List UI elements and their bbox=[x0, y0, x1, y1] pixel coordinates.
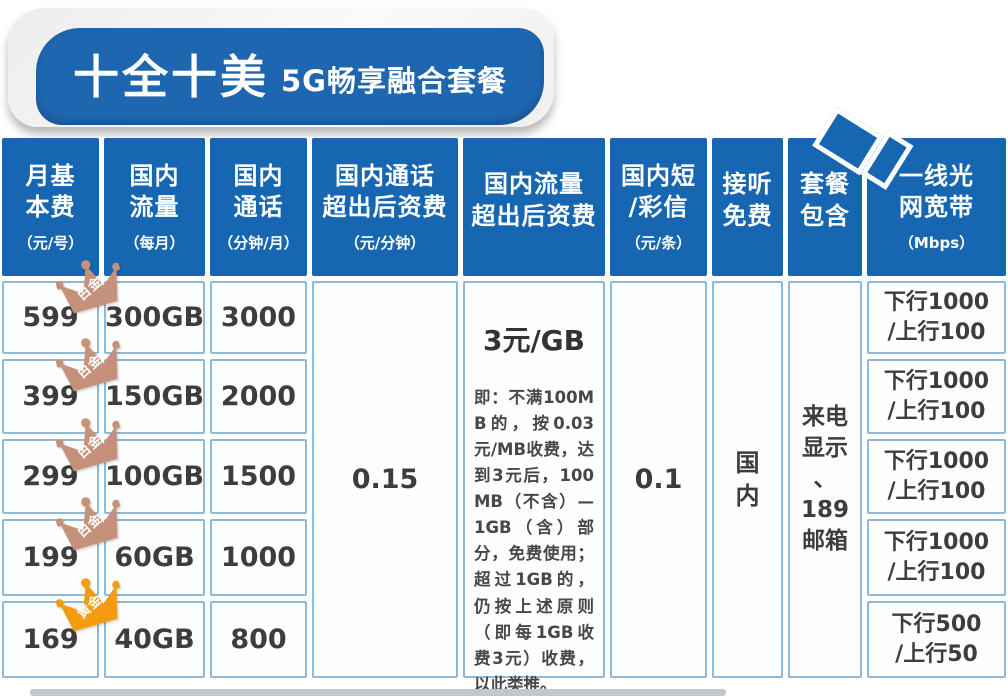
col-header-label: 国内短 /彩信 bbox=[621, 161, 696, 221]
cell-call-minutes: 800 bbox=[210, 601, 307, 678]
cell-data-allowance: 150GB bbox=[104, 359, 205, 434]
cell-call-overage-rate: 0.15 bbox=[312, 281, 458, 678]
banner-subtitle: 5G畅享融合套餐 bbox=[281, 64, 507, 98]
cell-broadband: 下行1000 /上行100 bbox=[867, 281, 1006, 354]
cell-data-allowance: 300GB bbox=[104, 281, 205, 354]
col-header-label: 国内流量 超出后资费 bbox=[471, 170, 597, 230]
col-header-label: 国内通话 超出后资费 bbox=[322, 161, 448, 221]
cell-monthly-fee: 169 bbox=[2, 601, 99, 678]
col-header-unit: （元/条） bbox=[625, 234, 692, 253]
col-header-label: 国内 流量 bbox=[129, 161, 180, 221]
bottom-divider-bar bbox=[30, 689, 726, 696]
cell-broadband: 下行1000 /上行100 bbox=[867, 359, 1006, 434]
col-header-label: 一线光 网宽带 bbox=[899, 161, 974, 221]
cell-call-minutes: 1000 bbox=[210, 519, 307, 596]
col-header-monthly-fee: 月基 本费 （元/号） bbox=[2, 138, 99, 276]
col-header-label: 套餐 包含 bbox=[800, 170, 850, 230]
cell-monthly-fee: 399 bbox=[2, 359, 99, 434]
cell-data-allowance: 40GB bbox=[104, 601, 205, 678]
cell-data-overage: 3元/GB 即：不满100MB的，按0.03元/MB收费，达到3元后，100MB… bbox=[463, 281, 605, 694]
cell-monthly-fee: 599 bbox=[2, 281, 99, 354]
banner-title: 十全十美 bbox=[73, 49, 269, 104]
cell-incoming-free: 国 内 bbox=[712, 281, 783, 678]
cell-monthly-fee: 299 bbox=[2, 439, 99, 514]
col-header-data-overage: 国内流量 超出后资费 bbox=[463, 138, 605, 276]
col-header-unit: （元/号） bbox=[17, 234, 84, 253]
col-header-label: 接听 免费 bbox=[722, 170, 773, 230]
pricing-table: 月基 本费 （元/号） 国内 流量 （每月） 国内 通话 （分钟/月） 国内通话… bbox=[2, 138, 1006, 694]
cell-data-allowance: 100GB bbox=[104, 439, 205, 514]
cell-broadband: 下行500 /上行50 bbox=[867, 601, 1006, 678]
cell-sms-rate: 0.1 bbox=[610, 281, 707, 678]
cell-broadband: 下行1000 /上行100 bbox=[867, 519, 1006, 596]
cell-call-minutes: 1500 bbox=[210, 439, 307, 514]
cell-monthly-fee: 199 bbox=[2, 519, 99, 596]
col-header-label: 月基 本费 bbox=[25, 161, 76, 221]
data-overage-rate: 3元/GB bbox=[482, 324, 586, 357]
cell-call-minutes: 2000 bbox=[210, 359, 307, 434]
col-header-data-allowance: 国内 流量 （每月） bbox=[104, 138, 205, 276]
col-header-label: 国内 通话 bbox=[233, 161, 284, 221]
cell-call-minutes: 3000 bbox=[210, 281, 307, 354]
col-header-package-includes: 套餐 包含 bbox=[788, 138, 862, 276]
col-header-unit: （分钟/月） bbox=[218, 234, 299, 253]
cell-package-includes: 来电 显示 、 189 邮箱 bbox=[788, 281, 862, 678]
cell-data-allowance: 60GB bbox=[104, 519, 205, 596]
col-header-unit: （元/分钟） bbox=[344, 234, 426, 253]
col-header-call-overage: 国内通话 超出后资费 （元/分钟） bbox=[312, 138, 458, 276]
col-header-broadband: 一线光 网宽带 （Mbps） bbox=[867, 138, 1006, 276]
cell-broadband: 下行1000 /上行100 bbox=[867, 439, 1006, 514]
title-banner: 十全十美 5G畅享融合套餐 bbox=[8, 8, 554, 127]
data-overage-note: 即：不满100MB的，按0.03元/MB收费，达到3元后，100MB（不含）—1… bbox=[474, 388, 594, 694]
col-header-call-minutes: 国内 通话 （分钟/月） bbox=[210, 138, 307, 276]
col-header-incoming-free: 接听 免费 bbox=[712, 138, 783, 276]
col-header-unit: （Mbps） bbox=[898, 234, 975, 253]
col-header-unit: （每月） bbox=[124, 234, 185, 253]
title-banner-blue: 十全十美 5G畅享融合套餐 bbox=[36, 28, 544, 125]
col-header-sms: 国内短 /彩信 （元/条） bbox=[610, 138, 707, 276]
